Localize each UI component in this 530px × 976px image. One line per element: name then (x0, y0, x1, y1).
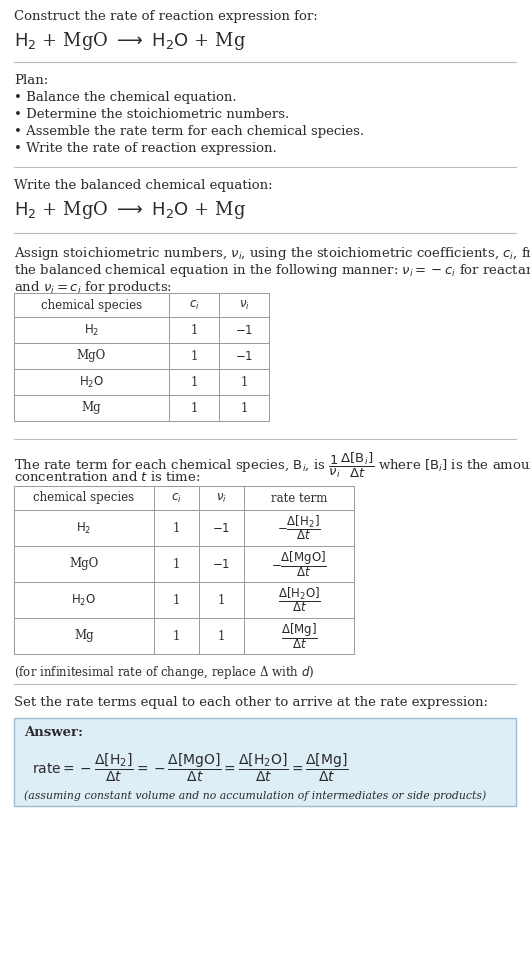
Text: $\mathrm{H_2O}$: $\mathrm{H_2O}$ (72, 592, 96, 607)
Text: $\mathrm{H_2}$: $\mathrm{H_2}$ (76, 520, 92, 536)
Text: $-1$: $-1$ (213, 521, 231, 535)
Text: • Write the rate of reaction expression.: • Write the rate of reaction expression. (14, 142, 277, 155)
Text: $\dfrac{\Delta[\mathrm{Mg}]}{\Delta t}$: $\dfrac{\Delta[\mathrm{Mg}]}{\Delta t}$ (280, 621, 317, 651)
Text: $-1$: $-1$ (235, 323, 253, 337)
Text: MgO: MgO (69, 557, 99, 571)
Bar (14, 718, 516, 806)
Bar (14, 486, 354, 654)
Text: the balanced chemical equation in the following manner: $\nu_i = -c_i$ for react: the balanced chemical equation in the fo… (14, 262, 530, 279)
Text: rate term: rate term (271, 492, 327, 505)
Text: 1: 1 (173, 593, 180, 606)
Text: concentration and $t$ is time:: concentration and $t$ is time: (14, 470, 200, 484)
Text: 1: 1 (173, 557, 180, 571)
Text: 1: 1 (218, 630, 225, 642)
Text: 1: 1 (173, 630, 180, 642)
Text: 1: 1 (218, 593, 225, 606)
Text: $\mathrm{H_2}$: $\mathrm{H_2}$ (84, 322, 99, 338)
Bar (14, 293, 269, 421)
Text: Answer:: Answer: (24, 726, 83, 739)
Text: $-1$: $-1$ (235, 349, 253, 362)
Text: MgO: MgO (77, 349, 106, 362)
Text: • Determine the stoichiometric numbers.: • Determine the stoichiometric numbers. (14, 108, 289, 121)
Text: $-\dfrac{\Delta[\mathrm{MgO}]}{\Delta t}$: $-\dfrac{\Delta[\mathrm{MgO}]}{\Delta t}… (271, 549, 327, 579)
Text: (assuming constant volume and no accumulation of intermediates or side products): (assuming constant volume and no accumul… (24, 790, 486, 800)
Text: $\mathrm{H_2O}$: $\mathrm{H_2O}$ (79, 375, 104, 389)
Text: 1: 1 (240, 376, 248, 388)
Text: Write the balanced chemical equation:: Write the balanced chemical equation: (14, 179, 272, 192)
Text: The rate term for each chemical species, $\mathrm{B}_i$, is $\dfrac{1}{\nu_i}\df: The rate term for each chemical species,… (14, 451, 530, 480)
Text: $-\dfrac{\Delta[\mathrm{H_2}]}{\Delta t}$: $-\dfrac{\Delta[\mathrm{H_2}]}{\Delta t}… (277, 513, 321, 543)
Text: 1: 1 (190, 401, 198, 415)
Text: $\nu_i$: $\nu_i$ (238, 299, 250, 311)
Text: $\mathrm{H_2}$ + MgO $\longrightarrow$ $\mathrm{H_2O}$ + Mg: $\mathrm{H_2}$ + MgO $\longrightarrow$ $… (14, 30, 246, 52)
Text: 1: 1 (173, 521, 180, 535)
Text: • Balance the chemical equation.: • Balance the chemical equation. (14, 91, 236, 104)
Text: 1: 1 (190, 323, 198, 337)
Text: Mg: Mg (74, 630, 94, 642)
Text: and $\nu_i = c_i$ for products:: and $\nu_i = c_i$ for products: (14, 279, 172, 296)
Text: $-1$: $-1$ (213, 557, 231, 571)
Text: Mg: Mg (82, 401, 101, 415)
Text: 1: 1 (190, 376, 198, 388)
Text: chemical species: chemical species (33, 492, 135, 505)
Text: $c_i$: $c_i$ (171, 492, 182, 505)
Text: Plan:: Plan: (14, 74, 48, 87)
Text: $\dfrac{\Delta[\mathrm{H_2O}]}{\Delta t}$: $\dfrac{\Delta[\mathrm{H_2O}]}{\Delta t}… (278, 586, 321, 615)
Text: Construct the rate of reaction expression for:: Construct the rate of reaction expressio… (14, 10, 318, 23)
Text: Assign stoichiometric numbers, $\nu_i$, using the stoichiometric coefficients, $: Assign stoichiometric numbers, $\nu_i$, … (14, 245, 530, 262)
Text: chemical species: chemical species (41, 299, 142, 311)
Text: 1: 1 (240, 401, 248, 415)
Text: $\mathrm{rate} = -\dfrac{\Delta[\mathrm{H_2}]}{\Delta t} = -\dfrac{\Delta[\mathr: $\mathrm{rate} = -\dfrac{\Delta[\mathrm{… (32, 752, 349, 784)
Text: 1: 1 (190, 349, 198, 362)
Text: $\nu_i$: $\nu_i$ (216, 492, 227, 505)
Text: (for infinitesimal rate of change, replace Δ with $d$): (for infinitesimal rate of change, repla… (14, 664, 314, 681)
Text: Set the rate terms equal to each other to arrive at the rate expression:: Set the rate terms equal to each other t… (14, 696, 488, 709)
Text: $\mathrm{H_2}$ + MgO $\longrightarrow$ $\mathrm{H_2O}$ + Mg: $\mathrm{H_2}$ + MgO $\longrightarrow$ $… (14, 199, 246, 221)
Text: • Assemble the rate term for each chemical species.: • Assemble the rate term for each chemic… (14, 125, 364, 138)
Text: $c_i$: $c_i$ (189, 299, 199, 311)
